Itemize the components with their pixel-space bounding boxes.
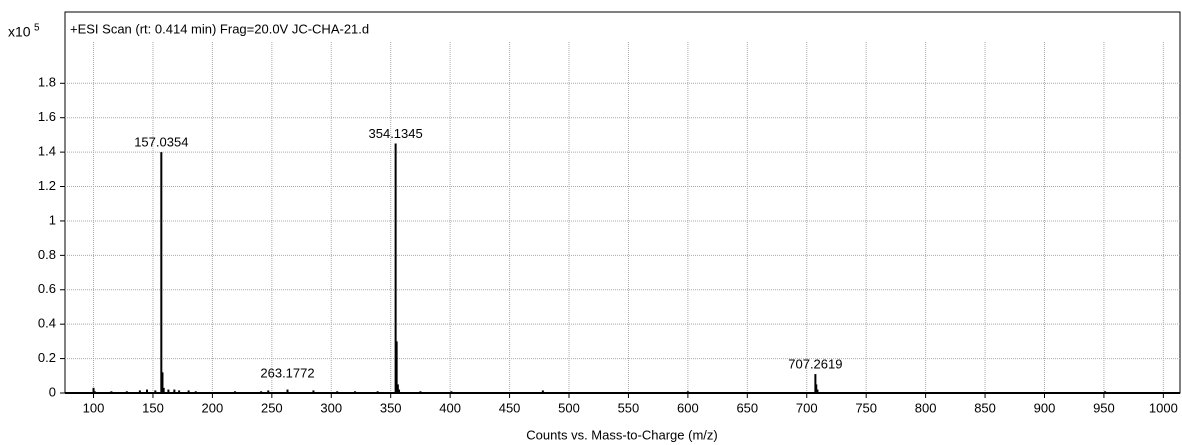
y-tick-label: 1.4 <box>38 144 56 159</box>
x-tick-label: 550 <box>618 400 640 415</box>
x-tick-label: 150 <box>142 400 164 415</box>
x-tick-label: 100 <box>83 400 105 415</box>
x-tick-label: 750 <box>855 400 877 415</box>
x-tick-label: 850 <box>974 400 996 415</box>
x-tick-label: 200 <box>202 400 224 415</box>
y-axis-label: x10 <box>8 24 31 40</box>
x-tick-label: 950 <box>1093 400 1115 415</box>
x-axis-label: Counts vs. Mass-to-Charge (m/z) <box>526 427 717 442</box>
y-tick-label: 0.2 <box>38 350 56 365</box>
x-tick-label: 700 <box>796 400 818 415</box>
peak-label: 157.0354 <box>134 135 188 150</box>
x-tick-label: 650 <box>736 400 758 415</box>
peak-label: 707.2619 <box>788 357 842 372</box>
x-tick-label: 600 <box>677 400 699 415</box>
peak-label: 354.1345 <box>369 126 423 141</box>
x-tick-label: 1000 <box>1149 400 1178 415</box>
y-tick-label: 1.8 <box>38 75 56 90</box>
x-tick-label: 300 <box>320 400 342 415</box>
y-tick-label: 1.2 <box>38 178 56 193</box>
y-tick-label: 0.4 <box>38 316 56 331</box>
y-axis-exponent: 5 <box>34 23 40 34</box>
y-tick-label: 1 <box>49 212 56 227</box>
y-tick-label: 0 <box>49 384 56 399</box>
x-tick-label: 800 <box>915 400 937 415</box>
y-tick-label: 0.8 <box>38 247 56 262</box>
peak-label: 263.1772 <box>260 365 314 380</box>
x-tick-label: 500 <box>558 400 580 415</box>
x-tick-label: 900 <box>1034 400 1056 415</box>
x-tick-label: 450 <box>499 400 521 415</box>
x-tick-label: 350 <box>380 400 402 415</box>
plot-frame <box>64 11 1181 394</box>
y-tick-label: 1.6 <box>38 109 56 124</box>
chart-title: +ESI Scan (rt: 0.414 min) Frag=20.0V JC-… <box>70 21 369 36</box>
x-tick-label: 400 <box>439 400 461 415</box>
y-tick-label: 0.6 <box>38 281 56 296</box>
x-tick-label: 250 <box>261 400 283 415</box>
